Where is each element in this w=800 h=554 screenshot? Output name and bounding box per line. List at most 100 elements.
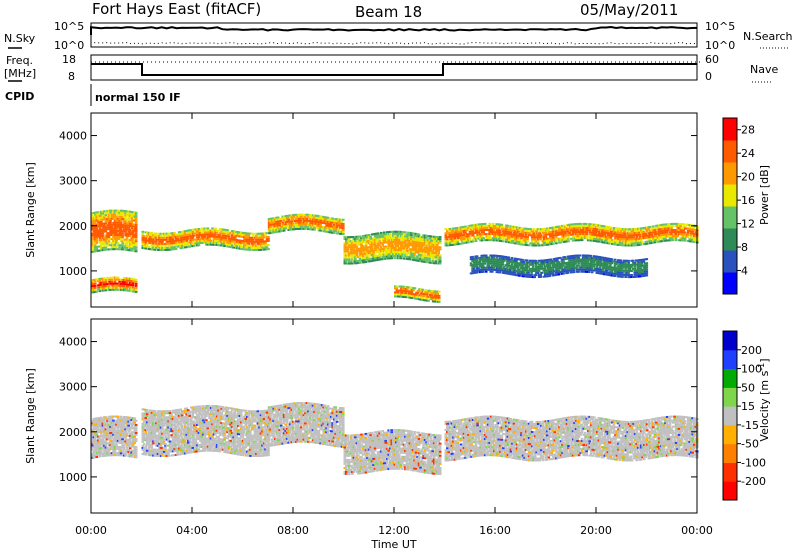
heatmap-cell <box>177 233 181 236</box>
heatmap-cell <box>621 242 625 245</box>
heatmap-cell <box>373 247 377 250</box>
heatmap-cell <box>162 234 166 237</box>
heatmap-cell <box>399 230 403 233</box>
heatmap-cell <box>532 238 535 241</box>
heatmap-cell <box>393 257 397 260</box>
heatmap-cell <box>481 256 485 259</box>
heatmap-cell <box>395 289 399 292</box>
heatmap-cell <box>91 432 94 435</box>
heatmap-cell <box>91 422 94 425</box>
heatmap-cell <box>507 260 511 263</box>
heatmap-cell <box>168 236 172 239</box>
heatmap-cell <box>483 225 487 227</box>
heatmap-cell <box>450 233 454 236</box>
heatmap-cell <box>434 235 437 238</box>
heatmap-cell <box>614 233 617 236</box>
heatmap-cell <box>202 233 205 236</box>
heatmap-cell <box>474 259 477 262</box>
heatmap-cell <box>531 263 535 266</box>
heatmap-cell <box>420 242 424 245</box>
heatmap-cell <box>399 233 403 235</box>
heatmap-cell <box>267 244 270 246</box>
heatmap-cell <box>134 230 138 232</box>
heatmap-cell <box>112 231 115 234</box>
heatmap-cell <box>133 213 136 216</box>
heatmap-cell <box>686 233 690 236</box>
heatmap-cell <box>471 258 474 260</box>
heatmap-cell <box>364 248 368 251</box>
heatmap-cell <box>449 240 452 243</box>
heatmap-cell <box>131 278 135 281</box>
heatmap-cell <box>646 226 649 229</box>
heatmap-cell <box>398 257 401 260</box>
heatmap-cell <box>346 252 350 255</box>
heatmap-cell <box>116 282 120 285</box>
heatmap-cell <box>546 233 549 236</box>
heatmap-cell <box>256 236 260 239</box>
heatmap-cell <box>419 254 422 257</box>
heatmap-cell <box>573 225 576 228</box>
heatmap-cell <box>668 235 672 238</box>
heatmap-cell <box>398 253 401 256</box>
heatmap-cell <box>522 273 526 276</box>
heatmap-cell <box>543 235 546 238</box>
heatmap-cell <box>226 239 229 242</box>
heatmap-cell <box>494 260 497 263</box>
heatmap-cell <box>345 246 348 249</box>
heatmap-cell <box>262 236 266 239</box>
heatmap-cell <box>92 432 96 435</box>
heatmap-cell <box>121 218 124 220</box>
heatmap-cell <box>95 237 99 240</box>
heatmap-cell <box>515 238 519 241</box>
heatmap-cell <box>265 240 269 243</box>
heatmap-cell <box>103 436 106 439</box>
heatmap-cell <box>272 227 275 230</box>
heatmap-cell <box>429 237 433 240</box>
heatmap-cell <box>419 288 423 291</box>
heatmap-cell <box>688 224 691 226</box>
heatmap-cell <box>106 283 109 285</box>
heatmap-cell <box>382 253 386 256</box>
heatmap-cell <box>255 232 258 235</box>
heatmap-cell <box>571 261 574 264</box>
heatmap-cell <box>170 236 173 239</box>
heatmap-cell <box>500 240 504 243</box>
heatmap-cell <box>97 231 100 234</box>
heatmap-cell <box>101 453 105 455</box>
heatmap-cell <box>630 274 633 276</box>
heatmap-cell <box>379 234 383 236</box>
heatmap-cell <box>203 241 207 244</box>
heatmap-cell <box>502 240 505 243</box>
heatmap-cell <box>238 241 242 244</box>
heatmap-cell <box>574 258 577 261</box>
heatmap-cell <box>390 249 394 252</box>
heatmap-cell <box>241 248 245 251</box>
heatmap-cell <box>295 228 298 230</box>
heatmap-cell <box>647 228 651 231</box>
heatmap-cell <box>269 232 272 234</box>
heatmap-cell <box>426 249 430 252</box>
heatmap-cell <box>363 249 366 251</box>
heatmap-cell <box>156 244 160 247</box>
heatmap-cell <box>372 249 375 252</box>
heatmap-cell <box>348 252 351 255</box>
heatmap-cell <box>524 235 528 238</box>
heatmap-cell <box>101 218 105 221</box>
heatmap-cell <box>384 251 387 254</box>
heatmap-cell <box>355 245 359 248</box>
heatmap-cell <box>416 235 419 238</box>
heatmap-cell <box>326 231 330 233</box>
heatmap-cell <box>589 223 593 226</box>
heatmap-cell <box>194 238 198 241</box>
heatmap-cell <box>118 229 121 232</box>
heatmap-cell <box>488 231 491 233</box>
heatmap-cell <box>554 271 558 274</box>
heatmap-cell <box>413 295 417 298</box>
heatmap-cell <box>464 225 467 228</box>
heatmap-cell <box>133 235 136 238</box>
heatmap-cell <box>214 237 217 240</box>
heatmap-cell <box>522 269 526 272</box>
heatmap-cell <box>482 231 485 234</box>
heatmap-cell <box>552 228 555 231</box>
heatmap-cell <box>92 232 96 235</box>
